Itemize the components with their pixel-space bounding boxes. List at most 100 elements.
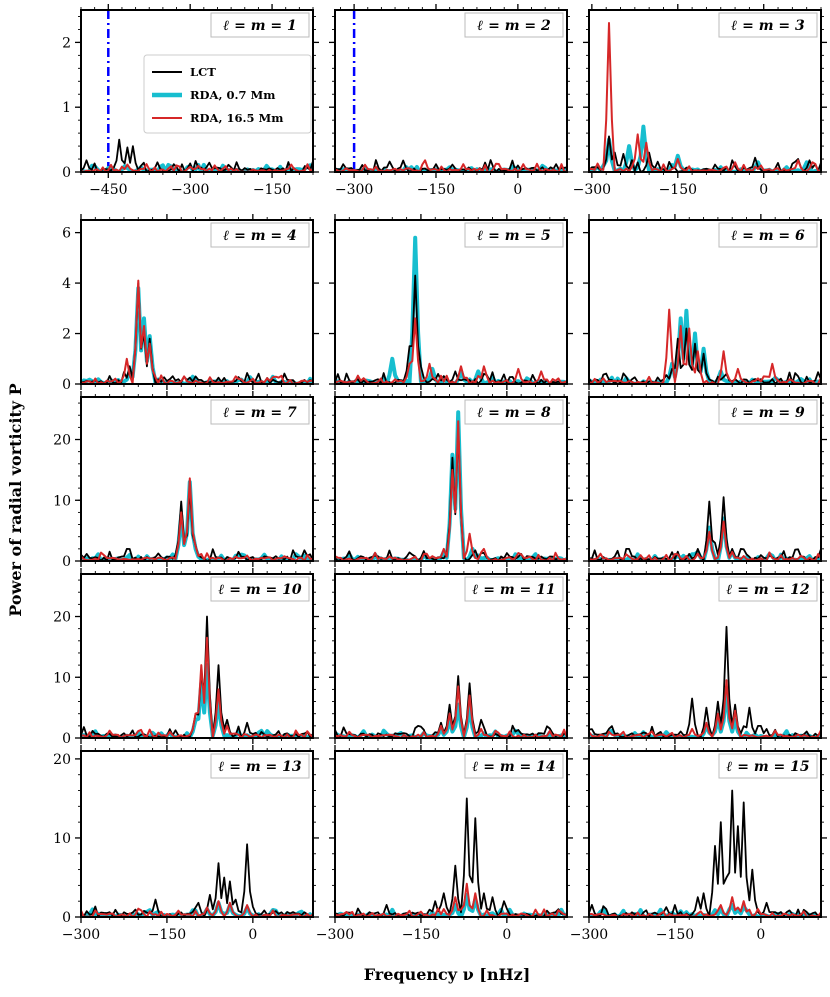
y-tick-label: 20 xyxy=(53,610,71,626)
series-rda-16.5mm xyxy=(81,477,313,561)
plot-frame xyxy=(334,750,568,918)
panel-label: ℓ = m = 14 xyxy=(472,759,555,775)
x-tick-label: −150 xyxy=(659,182,697,198)
plot-frame xyxy=(588,219,822,385)
panel-label: ℓ = m = 12 xyxy=(726,582,809,598)
panel-label: ℓ = m = 15 xyxy=(726,759,809,775)
x-axis-title: Frequency ν [nHz] xyxy=(364,965,531,984)
series-rda-16.5mm xyxy=(81,163,313,172)
panel-label: ℓ = m = 1 xyxy=(223,18,297,34)
panel-label-box xyxy=(464,222,564,248)
panel-label-box xyxy=(464,399,564,425)
plot-frame xyxy=(334,9,568,173)
panel-label: ℓ = m = 9 xyxy=(731,405,805,421)
y-tick-label: 1 xyxy=(62,100,71,116)
x-tick-label: −300 xyxy=(335,182,373,198)
x-tick-label: −150 xyxy=(253,182,291,198)
panel-l1: 0 1 2 −450 −300 −150 ℓ = m = 1 LCT RDA, 0.7 Mm RD… xyxy=(62,4,319,198)
panel-label-box xyxy=(210,753,310,779)
plot-frame xyxy=(80,396,314,562)
plot-frame xyxy=(334,573,568,739)
x-tick-label: −150 xyxy=(402,927,440,943)
panel-label-box xyxy=(718,222,818,248)
y-tick-label: 0 xyxy=(62,554,71,570)
y-tick-label: 6 xyxy=(62,226,71,242)
legend: LCT RDA, 0.7 Mm RDA, 16.5 Mm xyxy=(143,54,312,134)
y-tick-label: 10 xyxy=(53,670,71,686)
plot-frame xyxy=(334,219,568,385)
panel-l5: ℓ = m = 5 xyxy=(329,214,573,390)
panel-l11: ℓ = m = 11 xyxy=(329,568,573,744)
panel-label-box xyxy=(210,12,310,38)
panel-label: ℓ = m = 6 xyxy=(731,228,805,244)
panel-label: ℓ = m = 4 xyxy=(223,228,297,244)
panel-label-box xyxy=(718,753,818,779)
plot-frame xyxy=(80,219,314,385)
series-group xyxy=(589,789,821,917)
y-tick-label: 10 xyxy=(53,831,71,847)
plot-frame xyxy=(588,573,822,739)
plot-frame xyxy=(588,750,822,918)
panel-label-box xyxy=(718,399,818,425)
x-tick-label: −300 xyxy=(171,182,209,198)
panel-label: ℓ = m = 2 xyxy=(477,18,551,34)
y-tick-label: 0 xyxy=(62,910,71,926)
y-tick-label: 2 xyxy=(62,35,71,51)
panel-l13: 0 10 20 −300 −150 0 ℓ = m = 13 xyxy=(53,745,319,943)
panel-label-box xyxy=(464,12,564,38)
series-rda-16.5mm xyxy=(335,420,567,561)
panel-label: ℓ = m = 13 xyxy=(218,759,301,775)
legend-box xyxy=(143,54,312,134)
plot-area xyxy=(335,751,567,917)
x-tick-label: 0 xyxy=(513,182,522,198)
panel-label: ℓ = m = 8 xyxy=(477,405,551,421)
y-tick-label: 4 xyxy=(62,276,71,292)
plot-frame xyxy=(334,396,568,562)
panel-l12: ℓ = m = 12 xyxy=(583,568,827,744)
x-tick-label: 0 xyxy=(502,927,511,943)
x-tick-label: −150 xyxy=(656,927,694,943)
panel-label: ℓ = m = 11 xyxy=(472,582,555,598)
y-axis-title: Power of radial vorticity P xyxy=(6,383,25,616)
series-rda-16.5mm xyxy=(589,308,821,384)
plot-area xyxy=(589,751,821,917)
legend-label: RDA, 0.7 Mm xyxy=(190,88,275,102)
plot-frame xyxy=(588,396,822,562)
panel-label-box xyxy=(210,399,310,425)
series-rda-16.5mm xyxy=(589,896,821,917)
x-tick-label: 0 xyxy=(756,927,765,943)
series-group xyxy=(81,843,313,917)
x-tick-label: −450 xyxy=(89,182,127,198)
y-tick-label: 2 xyxy=(62,327,71,343)
plot-frame xyxy=(80,750,314,918)
plot-area xyxy=(81,751,313,917)
series-group xyxy=(81,279,313,384)
panel-label-box xyxy=(210,222,310,248)
x-tick-label: −300 xyxy=(316,927,354,943)
series-rda-16.5mm xyxy=(81,900,313,917)
panels-group: 0 1 2 −450 −300 −150 ℓ = m = 1 LCT RDA, 0.7 Mm RD… xyxy=(53,4,827,943)
panel-l6: ℓ = m = 6 xyxy=(583,214,827,390)
y-tick-label: 10 xyxy=(53,493,71,509)
y-tick-label: 0 xyxy=(62,377,71,393)
y-tick-label: 0 xyxy=(62,165,71,181)
panel-l14: −300 −150 0 ℓ = m = 14 xyxy=(316,745,573,943)
panel-label: ℓ = m = 7 xyxy=(223,405,297,421)
panel-label: ℓ = m = 10 xyxy=(218,582,301,598)
panel-l9: ℓ = m = 9 xyxy=(583,391,827,567)
panel-l15: −300 −150 0 ℓ = m = 15 xyxy=(570,745,827,943)
panel-label-box xyxy=(210,576,310,602)
x-tick-label: −150 xyxy=(148,927,186,943)
plot-frame xyxy=(80,9,314,173)
plot-frame xyxy=(588,9,822,173)
plot-frame xyxy=(80,573,314,739)
panel-l8: ℓ = m = 8 xyxy=(329,391,573,567)
series-lct xyxy=(589,496,821,561)
x-tick-label: −300 xyxy=(570,927,608,943)
series-group xyxy=(335,10,567,172)
y-tick-label: 20 xyxy=(53,752,71,768)
legend-label: RDA, 16.5 Mm xyxy=(190,111,283,125)
y-tick-label: 0 xyxy=(62,731,71,747)
series-rda-16.5mm xyxy=(335,159,567,172)
